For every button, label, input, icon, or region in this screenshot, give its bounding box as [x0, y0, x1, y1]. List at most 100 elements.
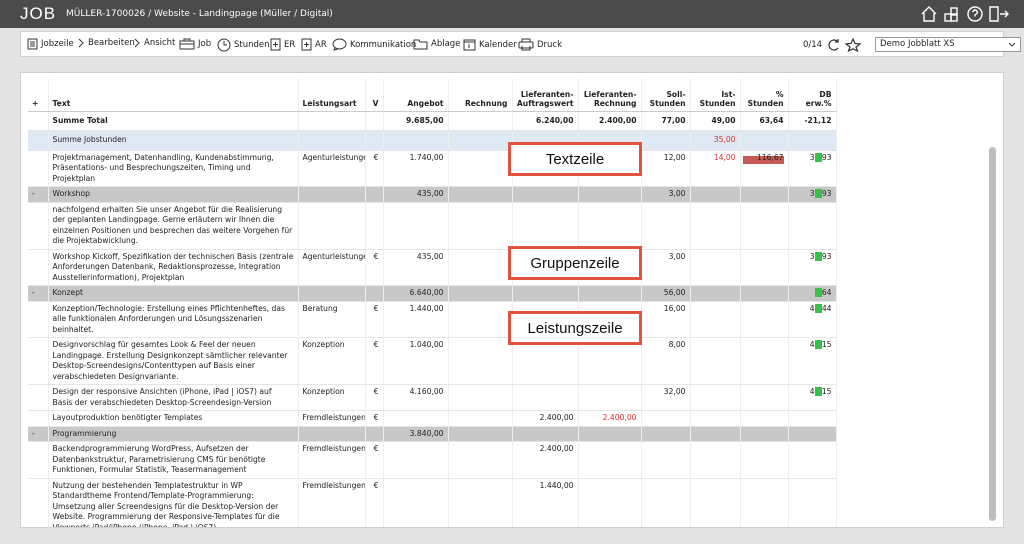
- toolbar-label: Jobzeile: [41, 39, 74, 49]
- cell: Konzeption: [298, 384, 366, 411]
- cell: -: [28, 426, 49, 442]
- title-icons[interactable]: [920, 5, 1010, 23]
- cell: Design der responsive Ansichten (iPhone,…: [48, 384, 299, 411]
- column-header: Rechnung: [448, 79, 513, 112]
- column-header: Soll- Stunden: [641, 79, 691, 112]
- cell: [690, 426, 741, 442]
- toolbar-item[interactable]: Bearbeiten: [77, 38, 135, 48]
- cell: [740, 301, 789, 338]
- cell: [28, 384, 49, 411]
- cell: [448, 202, 513, 250]
- cell: 3,00: [641, 249, 691, 286]
- cell: [690, 384, 741, 411]
- toolbar-item[interactable]: Druck: [518, 38, 562, 51]
- cell: [740, 426, 789, 442]
- cell: 435,00: [383, 249, 449, 286]
- cell: 8,00: [641, 337, 691, 385]
- toolbar-label: Job: [198, 39, 212, 49]
- cell: [788, 410, 837, 427]
- cell: [298, 111, 366, 131]
- cell: [578, 337, 642, 385]
- cell: [690, 337, 741, 385]
- cell: [28, 130, 49, 151]
- cell: €: [365, 150, 384, 187]
- cell: 37,93: [788, 150, 837, 187]
- toolbar-label: ER: [284, 39, 296, 50]
- cell: [512, 202, 579, 250]
- select-value: Demo Jobblatt XS: [880, 39, 955, 49]
- cell: 3.840,00: [383, 426, 449, 442]
- cell: [578, 384, 642, 411]
- cell: 35,00: [690, 130, 741, 151]
- cell: [641, 441, 691, 479]
- text-row: nachfolgend erhalten Sie unser Angebot f…: [28, 202, 837, 250]
- cell: [298, 426, 366, 442]
- cell: 116,67: [740, 150, 789, 187]
- job-table: + Text Leistungsart V Angebot Rechnung Liefera…: [28, 79, 837, 527]
- cell: [740, 186, 789, 203]
- callout-label: Leistungszeile: [527, 319, 623, 337]
- callout: Gruppenzeile: [508, 246, 642, 280]
- cell: [28, 337, 49, 385]
- toolbar-label: Druck: [537, 39, 563, 50]
- cell: [578, 186, 642, 203]
- cell: [28, 111, 49, 131]
- cell: 37,93: [788, 186, 837, 203]
- cell: Agenturleistungen: [298, 249, 366, 286]
- toolbar-item[interactable]: Jobzeile: [27, 38, 74, 50]
- toolbar-item[interactable]: Job: [179, 38, 211, 50]
- service-row: Konzeption/Technologie: Erstellung eines…: [28, 301, 837, 338]
- cell: Beratung: [298, 301, 366, 338]
- toolbar-item[interactable]: Kommunikation: [332, 38, 416, 51]
- toolbar-item[interactable]: ER: [270, 38, 295, 51]
- cell: [690, 441, 741, 479]
- cell: [365, 285, 384, 302]
- column-header: Leistungsart: [298, 79, 366, 112]
- cell: [448, 150, 513, 187]
- scrollbar[interactable]: [989, 147, 996, 521]
- callout-label: Textzeile: [545, 150, 605, 168]
- toolbar-item[interactable]: Ansicht: [133, 38, 175, 48]
- cell: -21,12: [788, 111, 837, 131]
- cell: -: [28, 186, 49, 203]
- cell: [448, 337, 513, 385]
- cell: [383, 478, 449, 527]
- cell: 77,00: [641, 111, 691, 131]
- cell: [28, 249, 49, 286]
- cell: [28, 441, 49, 479]
- cell: 49,00: [690, 111, 741, 131]
- cell: 44,44: [788, 301, 837, 338]
- view-select[interactable]: Demo Jobblatt XS: [875, 37, 1021, 52]
- cell: [641, 130, 691, 151]
- cell: [690, 301, 741, 338]
- cell: 46,15: [788, 384, 837, 411]
- cell: [448, 186, 513, 203]
- job-panel: + Text Leistungsart V Angebot Rechnung Liefera…: [20, 72, 1004, 528]
- toolbar-item[interactable]: AR: [301, 38, 327, 51]
- toolbar-item[interactable]: Kalender: [463, 38, 517, 51]
- cell: [578, 478, 642, 527]
- cell: 3,00: [641, 186, 691, 203]
- cell: €: [365, 478, 384, 527]
- cell-value: 14,00: [713, 152, 736, 162]
- group-row: - Workshop 435,00 3,00 37,93: [28, 186, 837, 203]
- cell: [740, 410, 789, 427]
- toolbar-item[interactable]: Ablage: [413, 38, 460, 50]
- cell: [448, 478, 513, 527]
- toolbar-item[interactable]: Stunden: [217, 38, 270, 52]
- cell: €: [365, 301, 384, 338]
- column-header: Angebot: [383, 79, 449, 112]
- toolbar-icons[interactable]: [826, 38, 866, 52]
- cell: Konzeption: [298, 337, 366, 385]
- cell: 63,64: [740, 111, 789, 131]
- cell: [788, 478, 837, 527]
- cell: nachfolgend erhalten Sie unser Angebot f…: [48, 202, 299, 250]
- cell: €: [365, 441, 384, 479]
- column-header: Text: [48, 79, 299, 112]
- toolbar-label: Stunden: [234, 40, 270, 50]
- group-row: - Konzept 6.640,00 56,00 9,64: [28, 285, 837, 302]
- cell: Fremdleistungen: [298, 441, 366, 479]
- cell: €: [365, 337, 384, 385]
- cell: 6.240,00: [512, 111, 579, 131]
